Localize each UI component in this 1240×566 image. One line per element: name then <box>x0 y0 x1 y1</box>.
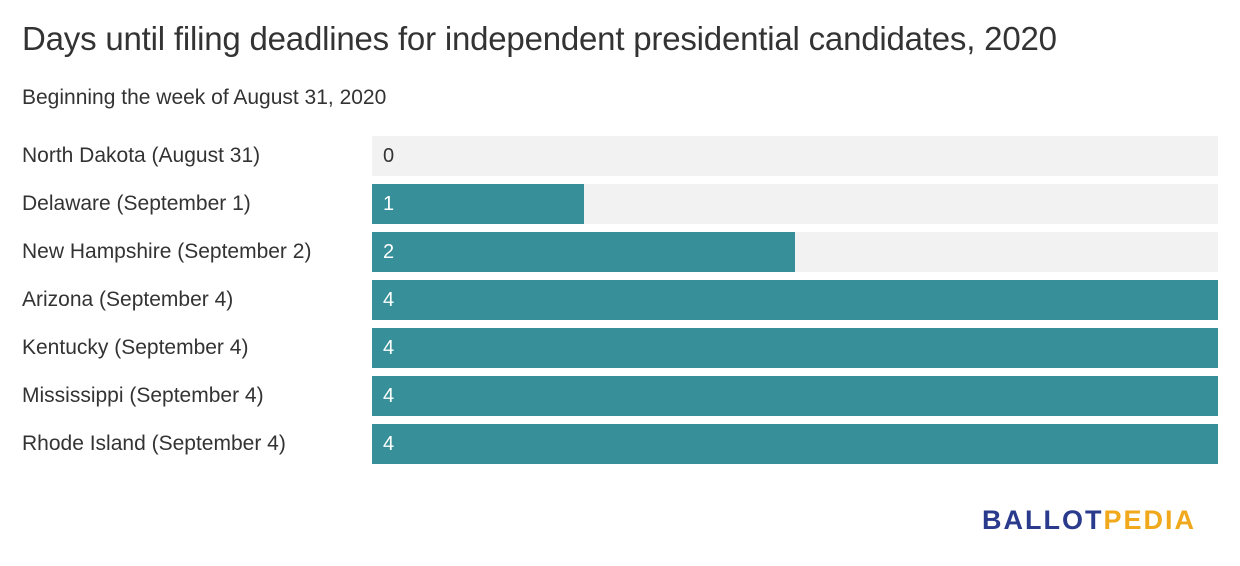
chart-row: North Dakota (August 31) 0 <box>0 136 1240 176</box>
bar-track: 1 <box>372 184 1218 224</box>
category-label: North Dakota (August 31) <box>22 144 261 167</box>
chart-row: Kentucky (September 4) 4 <box>0 328 1240 368</box>
chart-title: Days until filing deadlines for independ… <box>22 20 1057 57</box>
category-label: New Hampshire (September 2) <box>22 240 312 263</box>
category-label: Rhode Island (September 4) <box>22 432 286 455</box>
bar <box>372 376 1218 416</box>
value-label: 4 <box>383 385 395 407</box>
bar <box>372 280 1218 320</box>
category-label: Mississippi (September 4) <box>22 384 264 407</box>
logo-text-ballot: BALLOT <box>982 505 1104 535</box>
category-label: Kentucky (September 4) <box>22 336 249 359</box>
value-label: 4 <box>383 433 395 455</box>
chart-subtitle: Beginning the week of August 31, 2020 <box>22 86 387 109</box>
chart-row: Mississippi (September 4) 4 <box>0 376 1240 416</box>
value-label: 4 <box>383 337 395 359</box>
bar <box>372 328 1218 368</box>
bar <box>372 184 584 224</box>
chart-row: Rhode Island (September 4) 4 <box>0 424 1240 464</box>
bar-track: 4 <box>372 424 1218 464</box>
chart-row: New Hampshire (September 2) 2 <box>0 232 1240 272</box>
value-label: 0 <box>383 145 395 167</box>
bar-track: 0 <box>372 136 1218 176</box>
chart-row: Arizona (September 4) 4 <box>0 280 1240 320</box>
ballotpedia-logo: BALLOTPEDIA <box>982 505 1196 536</box>
bar-track: 2 <box>372 232 1218 272</box>
category-label: Arizona (September 4) <box>22 288 234 311</box>
value-label: 1 <box>383 193 395 215</box>
bar-track: 4 <box>372 328 1218 368</box>
chart-row: Delaware (September 1) 1 <box>0 184 1240 224</box>
bar-track: 4 <box>372 280 1218 320</box>
value-label: 2 <box>383 241 395 263</box>
category-label: Delaware (September 1) <box>22 192 251 215</box>
logo-text-pedia: PEDIA <box>1103 505 1197 535</box>
bar <box>372 232 795 272</box>
bar-track: 4 <box>372 376 1218 416</box>
value-label: 4 <box>383 289 395 311</box>
bar <box>372 424 1218 464</box>
